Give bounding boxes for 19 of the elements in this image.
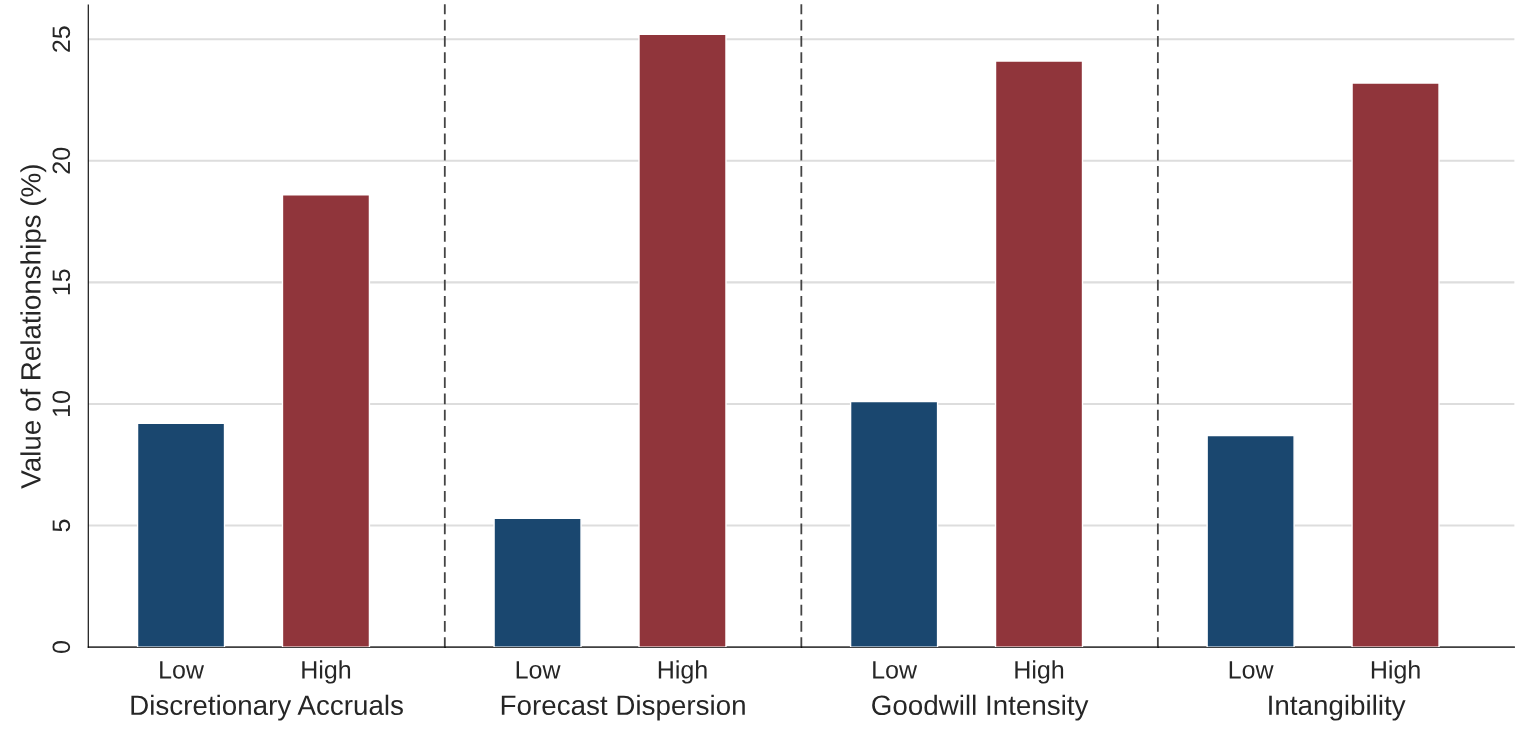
y-tick-label: 15: [52, 269, 71, 295]
x-tick-label: Low: [873, 661, 918, 679]
y-tick-label: 20: [52, 147, 71, 174]
x-axis-title: Goodwill Intensity: [872, 694, 1089, 721]
y-tick-label: 25: [52, 26, 71, 52]
y-tick-label: 5: [52, 519, 71, 532]
x-tick-label: High: [1371, 660, 1420, 684]
x-tick-label: Low: [1229, 661, 1274, 679]
x-tick-label: Low: [516, 661, 561, 679]
x-tick-label: Low: [160, 661, 205, 679]
x-axis-title: Forecast Dispersion: [501, 694, 745, 721]
x-axis-title: Intangibility: [1269, 694, 1406, 721]
x-tick-label: High: [658, 660, 707, 684]
y-tick-label: 0: [52, 641, 71, 654]
x-tick-label: High: [302, 660, 351, 684]
y-axis-title: Value of Relationships (%): [20, 165, 47, 489]
y-tick-label: 10: [52, 391, 71, 416]
x-tick-label: High: [1015, 660, 1064, 684]
x-axis-title: Discretionary Accruals: [131, 694, 403, 721]
